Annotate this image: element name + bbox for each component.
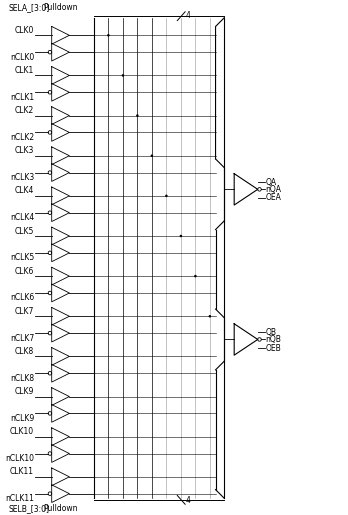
Circle shape [208, 315, 211, 318]
Text: CLK1: CLK1 [15, 66, 34, 75]
Text: nCLK4: nCLK4 [10, 213, 34, 222]
Circle shape [151, 154, 153, 157]
Text: CLK6: CLK6 [15, 267, 34, 276]
Circle shape [107, 34, 110, 37]
Text: CLK4: CLK4 [15, 186, 34, 195]
Text: CLK3: CLK3 [15, 146, 34, 155]
Text: nCLK0: nCLK0 [10, 53, 34, 62]
Text: OEB: OEB [266, 344, 281, 353]
Text: CLK9: CLK9 [15, 387, 34, 396]
Text: nCLK8: nCLK8 [10, 374, 34, 383]
Text: CLK5: CLK5 [15, 227, 34, 235]
Text: nCLK7: nCLK7 [10, 334, 34, 342]
Text: nCLK3: nCLK3 [10, 173, 34, 182]
Text: nQA: nQA [266, 185, 282, 194]
Text: nCLK9: nCLK9 [10, 414, 34, 423]
Text: CLK11: CLK11 [10, 467, 34, 476]
Circle shape [165, 195, 168, 197]
Text: nCLK10: nCLK10 [5, 454, 34, 463]
Circle shape [121, 74, 124, 77]
Circle shape [194, 275, 197, 278]
Text: CLK0: CLK0 [15, 26, 34, 35]
Text: QA: QA [266, 178, 277, 187]
Text: CLK7: CLK7 [15, 307, 34, 316]
Text: QB: QB [266, 328, 277, 337]
Text: nCLK5: nCLK5 [10, 253, 34, 262]
Text: CLK10: CLK10 [10, 427, 34, 436]
Text: 4: 4 [186, 11, 191, 20]
Text: SELB_[3:0]: SELB_[3:0] [9, 504, 49, 513]
Text: Pulldown: Pulldown [43, 504, 77, 513]
Text: nCLK2: nCLK2 [10, 133, 34, 142]
Text: CLK8: CLK8 [15, 347, 34, 356]
Text: SELA_[3:0]: SELA_[3:0] [9, 3, 50, 12]
Text: nCLK11: nCLK11 [5, 494, 34, 503]
Text: nQB: nQB [266, 335, 282, 344]
Text: OEA: OEA [266, 194, 282, 202]
Text: 4: 4 [186, 496, 191, 505]
Text: nCLK6: nCLK6 [10, 294, 34, 302]
Circle shape [180, 235, 182, 237]
Text: nCLK1: nCLK1 [10, 93, 34, 102]
Circle shape [136, 114, 139, 117]
Text: Pulldown: Pulldown [43, 3, 77, 12]
Text: CLK2: CLK2 [15, 106, 34, 115]
